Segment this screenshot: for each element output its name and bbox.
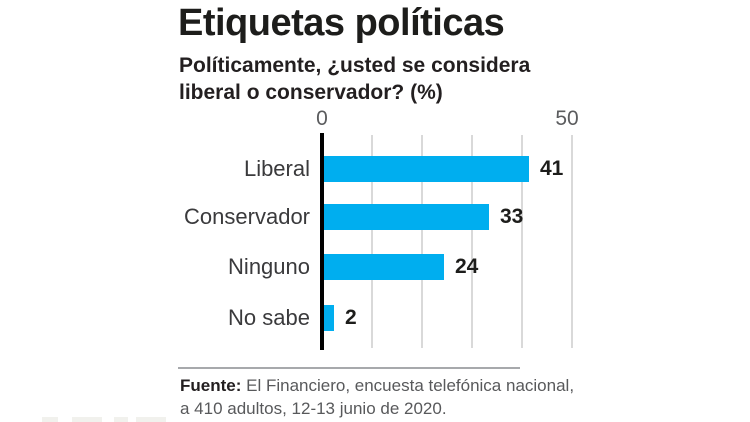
- gridline-50: [571, 135, 573, 348]
- value-label-ninguno: 24: [455, 255, 479, 278]
- category-label-liberal: Liberal: [243, 156, 310, 181]
- chart-subtitle-line1: Políticamente, ¿usted se considera: [179, 54, 531, 77]
- watermark-fragments: [40, 417, 180, 422]
- plot-area: [320, 133, 573, 350]
- gridline-10: [371, 135, 373, 348]
- source-divider: [178, 367, 520, 369]
- chart-title: Etiquetas políticas: [178, 2, 505, 44]
- chart-subtitle-line2: liberal o conservador? (%): [179, 81, 443, 104]
- bar-liberal: [324, 156, 529, 182]
- value-label-no-sabe: 2: [345, 306, 357, 329]
- gridline-40: [521, 135, 523, 348]
- category-label-conservador: Conservador: [184, 204, 310, 229]
- source-text1: El Financiero, encuesta telefónica nacio…: [241, 376, 575, 395]
- source-note: Fuente: El Financiero, encuesta telefóni…: [180, 374, 574, 420]
- value-label-conservador: 33: [500, 205, 524, 228]
- x-axis-tick-0: 0: [316, 107, 328, 130]
- source-label: Fuente:: [180, 376, 242, 395]
- category-label-ninguno: Ninguno: [228, 254, 310, 279]
- gridline-30: [471, 135, 473, 348]
- bar-no-sabe: [324, 305, 334, 331]
- bar-conservador: [324, 204, 489, 230]
- category-label-no-sabe: No sabe: [228, 305, 310, 330]
- source-text2: a 410 adultos, 12-13 junio de 2020.: [180, 399, 447, 418]
- bar-ninguno: [324, 254, 444, 280]
- y-axis-line: [320, 133, 324, 350]
- source-line1: Fuente: El Financiero, encuesta telefóni…: [180, 374, 574, 397]
- chart-subtitle: Políticamente, ¿usted se considera liber…: [179, 52, 530, 106]
- gridline-20: [421, 135, 423, 348]
- value-label-liberal: 41: [540, 157, 564, 180]
- x-axis-tick-50: 50: [555, 107, 579, 130]
